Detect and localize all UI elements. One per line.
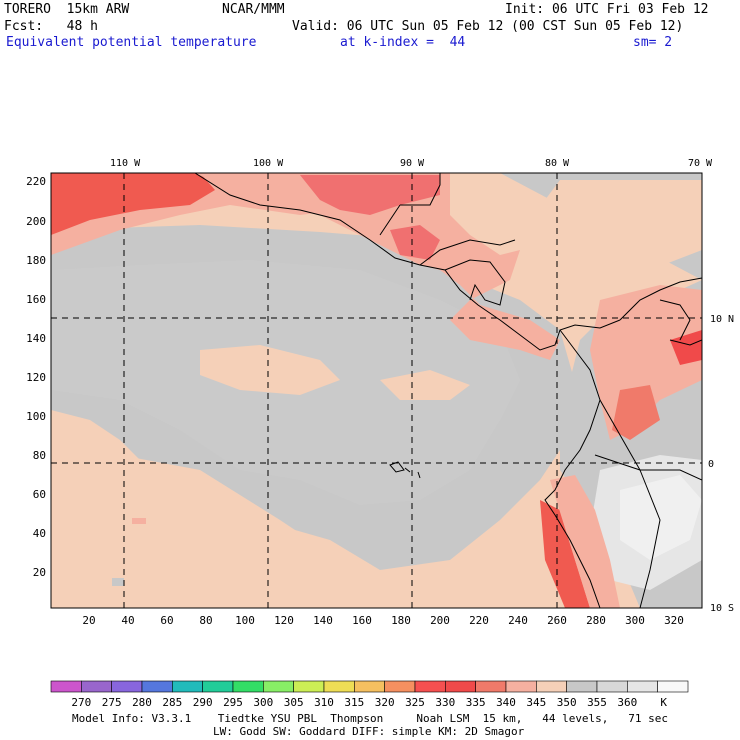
colorbar-swatch bbox=[475, 680, 507, 693]
x-tick: 280 bbox=[586, 614, 606, 627]
y-tick: 40 bbox=[33, 527, 46, 540]
y-tick: 220 bbox=[26, 175, 46, 188]
x-tick: 240 bbox=[508, 614, 528, 627]
x-tick: 320 bbox=[664, 614, 684, 627]
y-tick: 160 bbox=[26, 293, 46, 306]
x-axis-ticks: 20 40 60 80 100 120 140 160 180 200 220 … bbox=[82, 614, 684, 627]
x-tick: 220 bbox=[469, 614, 489, 627]
colorbar-swatch bbox=[596, 680, 628, 693]
x-tick: 120 bbox=[274, 614, 294, 627]
y-tick: 20 bbox=[33, 566, 46, 579]
colorbar-label: 325 bbox=[405, 696, 425, 709]
x-tick: 180 bbox=[391, 614, 411, 627]
colorbar-swatch bbox=[50, 680, 82, 693]
y-tick: 120 bbox=[26, 371, 46, 384]
lon-label: 100 W bbox=[253, 158, 284, 169]
colorbar-swatch bbox=[505, 680, 537, 693]
colorbar-swatch bbox=[414, 680, 446, 693]
x-tick: 40 bbox=[121, 614, 134, 627]
x-tick: 160 bbox=[352, 614, 372, 627]
lat-label: 0 bbox=[708, 459, 714, 470]
colorbar-swatch bbox=[566, 680, 598, 693]
center-label: NCAR/MMM bbox=[222, 2, 285, 17]
colorbar-label: 350 bbox=[557, 696, 577, 709]
colorbar-swatch bbox=[627, 680, 658, 693]
colorbar-swatch bbox=[111, 680, 143, 693]
colorbar-swatch bbox=[232, 680, 264, 693]
footer-physics: LW: Godd SW: Goddard DIFF: simple KM: 2D… bbox=[213, 725, 525, 738]
colorbar-label: 330 bbox=[435, 696, 455, 709]
x-tick: 20 bbox=[82, 614, 95, 627]
footer-model-info: Model Info: V3.3.1 Tiedtke YSU PBL Thomp… bbox=[72, 712, 669, 725]
y-tick: 200 bbox=[26, 215, 46, 228]
y-tick: 140 bbox=[26, 332, 46, 345]
y-tick: 100 bbox=[26, 410, 46, 423]
level-label: at k-index = 44 bbox=[340, 35, 466, 50]
forecast-hour: Fcst: 48 h bbox=[4, 19, 98, 34]
colorbar-label: 290 bbox=[193, 696, 213, 709]
colorbar-label: 305 bbox=[284, 696, 304, 709]
x-tick: 200 bbox=[430, 614, 450, 627]
y-tick: 180 bbox=[26, 254, 46, 267]
colorbar-swatch bbox=[263, 680, 294, 693]
colorbar-label: 345 bbox=[526, 696, 546, 709]
x-tick: 80 bbox=[199, 614, 212, 627]
colorbar-swatch bbox=[536, 680, 567, 693]
colorbar-swatch bbox=[81, 680, 112, 693]
x-tick: 300 bbox=[625, 614, 645, 627]
y-axis-ticks: 220 200 180 160 140 120 100 80 60 40 20 bbox=[26, 175, 46, 579]
y-tick: 60 bbox=[33, 488, 46, 501]
lat-label: 10 N bbox=[710, 314, 734, 325]
init-time: Init: 06 UTC Fri 03 Feb 12 bbox=[505, 2, 709, 17]
lat-labels: 10 N 0 10 S bbox=[708, 314, 734, 614]
colorbar-label: 285 bbox=[162, 696, 182, 709]
colorbar-swatch bbox=[657, 680, 689, 693]
valid-time: Valid: 06 UTC Sun 05 Feb 12 (00 CST Sun … bbox=[292, 19, 684, 34]
graticule bbox=[51, 173, 702, 608]
colorbar-swatch bbox=[293, 680, 325, 693]
colorbar-label: 355 bbox=[587, 696, 607, 709]
x-tick: 140 bbox=[313, 614, 333, 627]
colorbar-swatch bbox=[354, 680, 385, 693]
colorbar-label: 300 bbox=[253, 696, 273, 709]
colorbar-swatch bbox=[141, 680, 173, 693]
lon-label: 70 W bbox=[688, 158, 713, 169]
colorbar-label: 315 bbox=[344, 696, 364, 709]
colorbar-label: 310 bbox=[314, 696, 334, 709]
coastlines bbox=[194, 173, 702, 608]
colorbar-label: 270 bbox=[71, 696, 91, 709]
lon-label: 80 W bbox=[545, 158, 570, 169]
colorbar-label: K bbox=[660, 696, 667, 709]
colorbar bbox=[50, 680, 689, 693]
lon-label: 90 W bbox=[400, 158, 425, 169]
colorbar-swatch bbox=[323, 680, 355, 693]
colorbar-swatch bbox=[202, 680, 234, 693]
x-tick: 60 bbox=[160, 614, 173, 627]
smooth-label: sm= 2 bbox=[633, 35, 673, 50]
model-label: TORERO 15km ARW bbox=[4, 2, 130, 17]
colorbar-label: 335 bbox=[466, 696, 486, 709]
colorbar-label: 295 bbox=[223, 696, 243, 709]
y-tick: 80 bbox=[33, 449, 46, 462]
colorbar-label: 280 bbox=[132, 696, 152, 709]
colorbar-label: 275 bbox=[102, 696, 122, 709]
map-frame bbox=[50, 172, 703, 609]
colorbar-labels: 270 275 280 285 290 295 300 305 310 315 320 325 330 3… bbox=[71, 696, 667, 709]
colorbar-swatch bbox=[172, 680, 203, 693]
colorbar-label: 340 bbox=[496, 696, 516, 709]
colorbar-label: 360 bbox=[617, 696, 637, 709]
lon-label: 110 W bbox=[110, 158, 141, 169]
colorbar-label: 320 bbox=[375, 696, 395, 709]
x-tick: 260 bbox=[547, 614, 567, 627]
field-name: Equivalent potential temperature bbox=[6, 35, 257, 50]
map-field bbox=[51, 173, 702, 608]
x-tick: 100 bbox=[235, 614, 255, 627]
colorbar-swatch bbox=[384, 680, 416, 693]
lon-labels: 110 W 100 W 90 W 80 W 70 W bbox=[110, 158, 713, 169]
lat-label: 10 S bbox=[710, 603, 734, 614]
colorbar-swatch bbox=[445, 680, 476, 693]
